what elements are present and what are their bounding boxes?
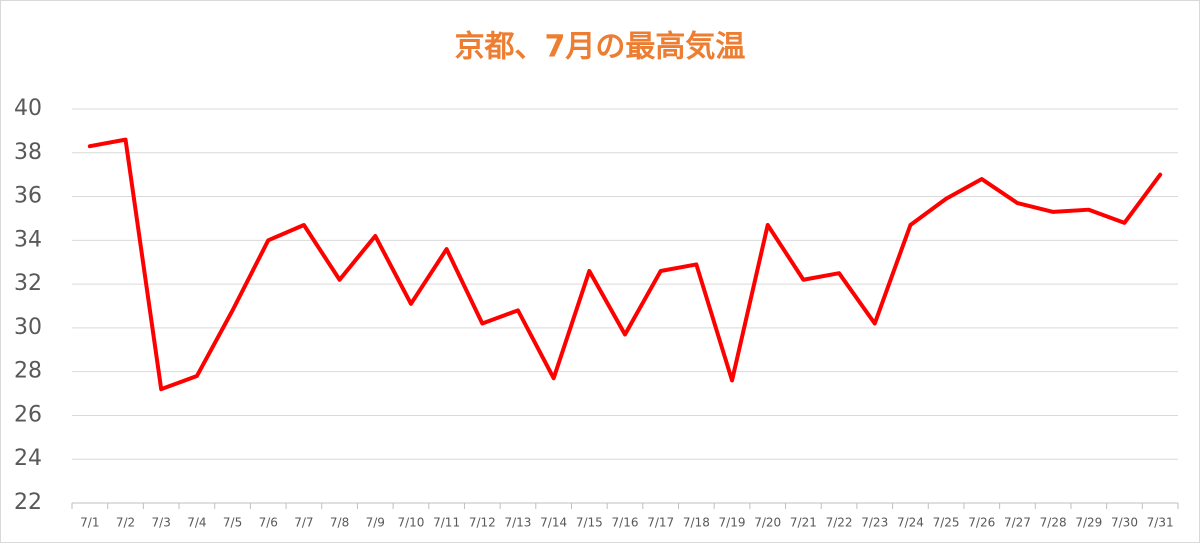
x-tick-label: 7/18 [683,516,710,530]
x-tick-label: 7/19 [719,516,746,530]
y-tick-label: 24 [14,446,42,471]
x-tick-label: 7/16 [612,516,639,530]
data-line [87,137,1163,392]
y-tick-label: 36 [14,184,42,209]
x-tick-label: 7/2 [116,516,135,530]
y-tick-label: 40 [14,96,42,121]
x-tick-label: 7/26 [968,516,995,530]
x-tick-label: 7/31 [1147,516,1174,530]
x-tick-label: 7/10 [397,516,424,530]
y-tick-label: 38 [14,140,42,165]
x-tick-label: 7/24 [897,516,924,530]
y-tick-label: 26 [14,402,42,427]
x-tick-label: 7/28 [1040,516,1067,530]
x-tick-label: 7/6 [259,516,278,530]
x-tick-label: 7/22 [826,516,853,530]
chart-title: 京都、7月の最高気温 [455,30,746,65]
x-tick-label: 7/1 [80,516,99,530]
x-tick-label: 7/5 [223,516,242,530]
x-tick-label: 7/20 [754,516,781,530]
x-tick-label: 7/15 [576,516,603,530]
y-tick-label: 34 [14,227,42,252]
x-tick-label: 7/13 [504,516,531,530]
y-tick-label: 30 [14,315,42,340]
x-tick-label: 7/4 [187,516,206,530]
x-tick-label: 7/17 [647,516,674,530]
x-tick-label: 7/8 [330,516,349,530]
y-tick-label: 32 [14,271,42,296]
y-tick-label: 28 [14,359,42,384]
x-tick-label: 7/14 [540,516,567,530]
x-tick-label: 7/23 [861,516,888,530]
x-tick-label: 7/29 [1075,516,1102,530]
x-tick-label: 7/3 [152,516,171,530]
x-tick-label: 7/12 [469,516,496,530]
y-tick-label: 22 [14,490,42,515]
x-tick-label: 7/30 [1111,516,1138,530]
x-tick-label: 7/9 [366,516,385,530]
x-tick-label: 7/21 [790,516,817,530]
x-tick-label: 7/27 [1004,516,1031,530]
x-tick-label: 7/7 [294,516,313,530]
x-tick-label: 7/25 [933,516,960,530]
x-tick-label: 7/11 [433,516,460,530]
